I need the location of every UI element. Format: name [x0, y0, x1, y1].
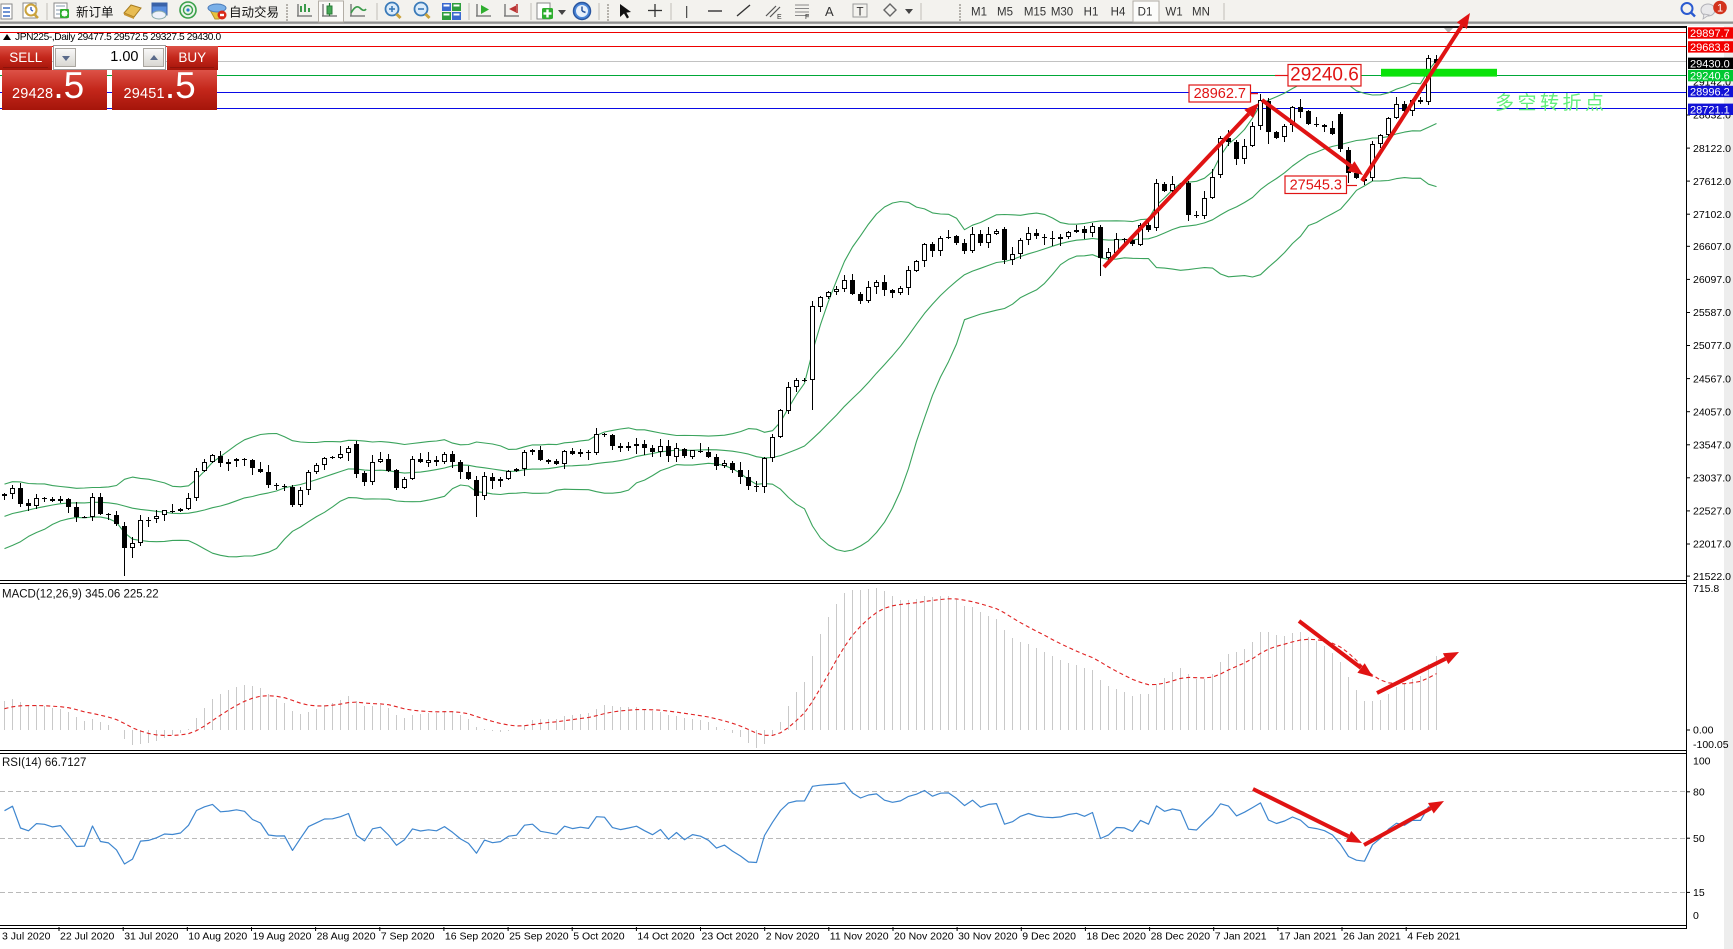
svg-text:29240.6: 29240.6 — [1290, 65, 1359, 86]
svg-text:28 Dec 2020: 28 Dec 2020 — [1151, 931, 1211, 943]
svg-text:18 Dec 2020: 18 Dec 2020 — [1086, 931, 1146, 943]
svg-text:29430.0: 29430.0 — [1690, 58, 1730, 70]
svg-text:27545.3: 27545.3 — [1290, 177, 1342, 193]
svg-text:|: | — [685, 4, 688, 19]
svg-text:17 Jan 2021: 17 Jan 2021 — [1279, 931, 1337, 943]
svg-text:W1: W1 — [1165, 7, 1182, 19]
svg-text:7 Sep 2020: 7 Sep 2020 — [381, 931, 435, 943]
svg-text:22 Jul 2020: 22 Jul 2020 — [60, 931, 114, 943]
svg-text:26097.0: 26097.0 — [1693, 274, 1731, 286]
svg-text:28721.1: 28721.1 — [1690, 104, 1730, 116]
svg-text:H4: H4 — [1111, 7, 1126, 19]
svg-text:A: A — [825, 4, 834, 19]
svg-text:15: 15 — [1693, 887, 1705, 899]
svg-text:715.8: 715.8 — [1693, 583, 1719, 595]
svg-text:16 Sep 2020: 16 Sep 2020 — [445, 931, 505, 943]
svg-text:100: 100 — [1693, 756, 1711, 768]
svg-text:1: 1 — [1717, 3, 1723, 15]
svg-text:24057.0: 24057.0 — [1693, 406, 1731, 418]
svg-text:10 Aug 2020: 10 Aug 2020 — [188, 931, 247, 943]
svg-text:新订单: 新订单 — [76, 5, 114, 20]
svg-text:22017.0: 22017.0 — [1693, 539, 1731, 551]
svg-text:7 Jan 2021: 7 Jan 2021 — [1215, 931, 1267, 943]
svg-text:27612.0: 27612.0 — [1693, 176, 1731, 188]
svg-text:0.00: 0.00 — [1693, 725, 1714, 737]
svg-text:M30: M30 — [1051, 7, 1073, 19]
svg-text:28122.0: 28122.0 — [1693, 143, 1731, 155]
svg-text:2 Nov 2020: 2 Nov 2020 — [766, 931, 820, 943]
svg-text:80: 80 — [1693, 787, 1705, 799]
svg-text:-100.05: -100.05 — [1693, 739, 1729, 751]
svg-text:3 Jul 2020: 3 Jul 2020 — [2, 931, 51, 943]
svg-text:21522.0: 21522.0 — [1693, 571, 1731, 583]
svg-text:27102.0: 27102.0 — [1693, 209, 1731, 221]
svg-text:E: E — [777, 14, 782, 21]
svg-text:25 Sep 2020: 25 Sep 2020 — [509, 931, 569, 943]
svg-text:19 Aug 2020: 19 Aug 2020 — [253, 931, 312, 943]
svg-text:29240.6: 29240.6 — [1690, 71, 1730, 83]
svg-text:F: F — [805, 14, 809, 21]
svg-text:28996.2: 28996.2 — [1690, 87, 1730, 99]
svg-text:MN: MN — [1192, 7, 1210, 19]
svg-text:31 Jul 2020: 31 Jul 2020 — [124, 931, 178, 943]
svg-text:20 Nov 2020: 20 Nov 2020 — [894, 931, 954, 943]
svg-text:多空转折点: 多空转折点 — [1495, 92, 1608, 114]
svg-text:25077.0: 25077.0 — [1693, 340, 1731, 352]
svg-text:23547.0: 23547.0 — [1693, 440, 1731, 452]
svg-text:M5: M5 — [997, 7, 1013, 19]
svg-text:D1: D1 — [1138, 7, 1153, 19]
svg-text:28962.7: 28962.7 — [1194, 86, 1246, 102]
svg-text:M1: M1 — [971, 7, 987, 19]
svg-text:29683.8: 29683.8 — [1690, 42, 1730, 54]
svg-text:RSI(14) 66.7127: RSI(14) 66.7127 — [2, 757, 86, 769]
svg-text:50: 50 — [1693, 833, 1705, 845]
svg-text:H1: H1 — [1084, 7, 1099, 19]
svg-text:M15: M15 — [1024, 7, 1046, 19]
svg-text:26607.0: 26607.0 — [1693, 241, 1731, 253]
svg-text:23037.0: 23037.0 — [1693, 473, 1731, 485]
svg-text:28 Aug 2020: 28 Aug 2020 — [317, 931, 376, 943]
svg-text:5 Oct 2020: 5 Oct 2020 — [573, 931, 625, 943]
svg-text:9 Dec 2020: 9 Dec 2020 — [1022, 931, 1076, 943]
svg-text:4 Feb 2021: 4 Feb 2021 — [1407, 931, 1460, 943]
svg-text:22527.0: 22527.0 — [1693, 506, 1731, 518]
svg-text:25587.0: 25587.0 — [1693, 307, 1731, 319]
svg-text:29897.7: 29897.7 — [1690, 28, 1730, 40]
svg-text:0: 0 — [1693, 910, 1699, 922]
svg-text:30 Nov 2020: 30 Nov 2020 — [958, 931, 1018, 943]
svg-text:26 Jan 2021: 26 Jan 2021 — [1343, 931, 1401, 943]
svg-text:MACD(12,26,9) 345.06 225.22: MACD(12,26,9) 345.06 225.22 — [2, 589, 159, 601]
svg-text:24567.0: 24567.0 — [1693, 373, 1731, 385]
svg-text:T: T — [856, 7, 863, 19]
svg-text:自动交易: 自动交易 — [229, 5, 279, 20]
svg-text:11 Nov 2020: 11 Nov 2020 — [830, 931, 889, 943]
svg-text:14 Oct 2020: 14 Oct 2020 — [637, 931, 694, 943]
svg-text:JPN225-,Daily 29477.5 29572.5: JPN225-,Daily 29477.5 29572.5 29327.5 29… — [15, 32, 221, 43]
svg-text:23 Oct 2020: 23 Oct 2020 — [702, 931, 759, 943]
